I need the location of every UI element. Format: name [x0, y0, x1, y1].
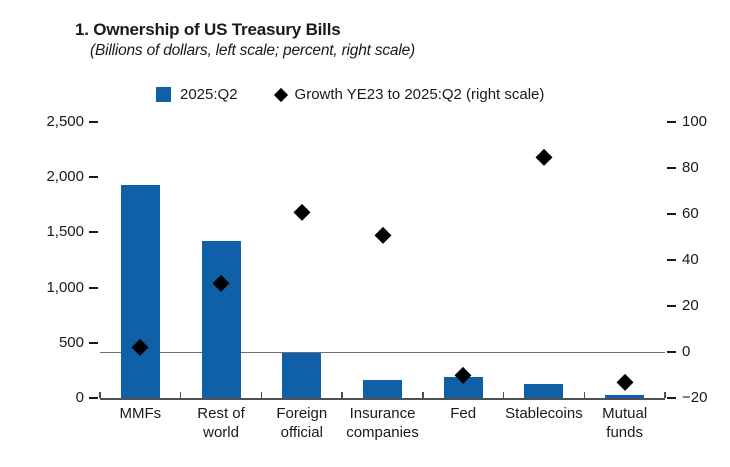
x-axis-baseline: [100, 398, 665, 400]
x-axis-tick: [583, 392, 586, 398]
right-axis-tick-label: 80: [682, 159, 699, 176]
x-axis-tick: [260, 392, 263, 398]
x-category-label-line: official: [280, 424, 323, 441]
legend-item-bars: 2025:Q2: [156, 86, 238, 103]
x-axis-tick: [341, 392, 343, 398]
x-axis-tick: [502, 392, 505, 398]
left-axis-tick-label: 2,000: [46, 168, 84, 186]
right-axis-tick-label: −20: [682, 389, 708, 406]
left-axis-tick-label: 0: [75, 389, 84, 406]
bar: [363, 380, 402, 398]
left-axis-tick-label: 2,500: [46, 113, 84, 130]
bar: [120, 185, 160, 398]
x-category-label-line: companies: [346, 424, 419, 441]
x-category-label-line: Rest of: [197, 405, 245, 422]
right-axis-tick: [667, 397, 676, 399]
bar: [524, 384, 564, 398]
x-axis-tick: [664, 392, 666, 398]
x-category-label: Fed: [413, 404, 513, 423]
x-category-label-line: Insurance: [349, 405, 416, 422]
x-category-label-line: MMFs: [119, 405, 162, 422]
right-axis-tick-label: 0: [682, 343, 691, 360]
diamond-marker: [293, 203, 310, 220]
x-axis-tick: [422, 392, 424, 398]
right-axis-tick: [667, 121, 676, 123]
x-axis-tick: [99, 392, 101, 398]
legend-bar-label: 2025:Q2: [180, 86, 238, 103]
x-category-label: MMFs: [90, 404, 190, 423]
bar: [443, 377, 483, 398]
bar: [201, 241, 241, 398]
chart-legend: 2025:Q2 Growth YE23 to 2025:Q2 (right sc…: [156, 86, 544, 103]
x-category-label: Stablecoins: [494, 404, 594, 423]
right-axis-tick-label: 60: [682, 205, 699, 222]
x-category-label-line: Foreign: [276, 405, 328, 422]
right-axis-tick: [667, 213, 676, 215]
right-axis-tick-label: 20: [682, 297, 699, 314]
left-axis-tick-label: 500: [58, 333, 84, 351]
right-axis-tick-label: 100: [682, 113, 708, 130]
legend-diamond-label: Growth YE23 to 2025:Q2 (right scale): [294, 86, 545, 103]
bar-swatch-icon: [156, 87, 171, 102]
diamond-marker: [616, 373, 633, 391]
x-category-label-line: world: [203, 424, 239, 441]
zero-percent-line: [100, 351, 665, 353]
right-axis-tick-label: 40: [682, 251, 699, 268]
left-axis-tick-label: 1,500: [46, 223, 84, 241]
left-axis-tick: [89, 397, 98, 399]
x-category-label-line: Stablecoins: [505, 405, 583, 422]
left-axis-tick: [89, 341, 98, 344]
x-category-label-line: Mutual: [602, 405, 648, 422]
left-axis-tick: [89, 231, 98, 234]
right-axis-tick: [667, 351, 676, 353]
chart-subtitle: (Billions of dollars, left scale; percen…: [90, 42, 415, 59]
right-axis-tick: [667, 259, 676, 261]
left-axis-tick: [89, 176, 98, 179]
left-axis-tick: [89, 121, 98, 123]
left-axis-tick-label: 1,000: [46, 278, 84, 296]
legend-item-diamonds: Growth YE23 to 2025:Q2 (right scale): [273, 86, 545, 103]
x-category-label-line: Fed: [450, 405, 477, 422]
right-axis-tick: [667, 305, 676, 307]
diamond-marker: [374, 226, 391, 243]
left-axis-tick: [89, 286, 98, 289]
x-category-label: Rest of world: [171, 404, 271, 442]
bar: [282, 352, 322, 398]
x-category-label: Mutual funds: [575, 404, 675, 442]
bar: [605, 395, 645, 398]
x-category-label-line: funds: [606, 424, 643, 441]
right-axis-tick: [667, 167, 676, 169]
x-category-label: Foreign official: [252, 404, 352, 442]
x-axis-tick: [179, 392, 182, 398]
chart-title: 1. Ownership of US Treasury Bills: [75, 20, 341, 39]
diamond-marker: [535, 148, 553, 165]
x-category-label: Insurance companies: [333, 404, 433, 442]
